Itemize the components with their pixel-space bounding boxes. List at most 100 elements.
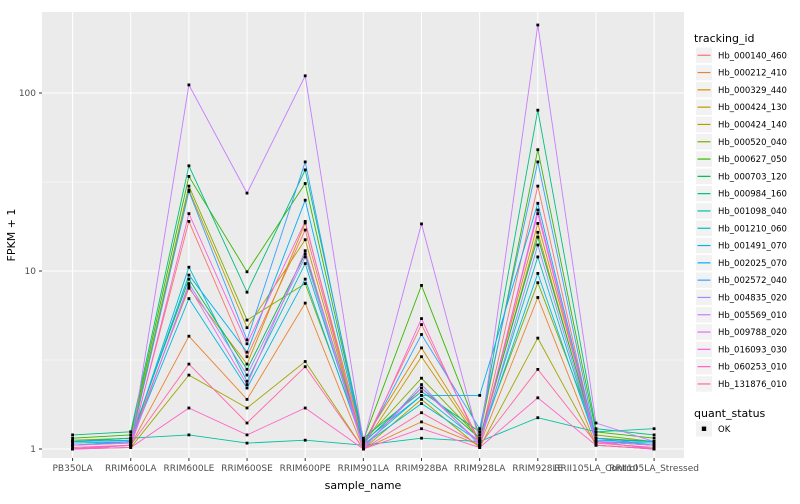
legend-item-label: Hb_000520_040 <box>718 138 787 148</box>
legend-item: Hb_002025_070 <box>696 255 787 271</box>
data-point <box>594 440 598 443</box>
y-tick-label: 1 <box>30 445 36 455</box>
legend-item: Hb_131876_010 <box>696 376 787 392</box>
data-point <box>652 447 656 451</box>
data-point <box>129 436 133 440</box>
data-point <box>245 398 249 401</box>
data-point <box>129 433 133 437</box>
data-point <box>478 440 482 443</box>
data-point <box>245 270 249 274</box>
data-point <box>652 427 656 431</box>
legend-item: Hb_001210_060 <box>696 220 787 236</box>
data-point <box>478 446 482 449</box>
data-point-markers <box>71 23 656 451</box>
data-point <box>362 436 365 440</box>
data-point <box>245 406 249 410</box>
data-point <box>420 317 423 320</box>
legend-item-label: Hb_001098_040 <box>718 207 787 217</box>
data-point <box>187 190 191 193</box>
ok-square-marker-icon <box>701 426 707 431</box>
data-point <box>478 433 482 437</box>
data-point <box>303 252 307 256</box>
data-point <box>362 447 365 451</box>
data-point <box>478 427 482 431</box>
x-tick-label: RRIM928BA <box>395 464 448 474</box>
data-point <box>129 446 133 449</box>
data-point <box>478 443 482 447</box>
data-point <box>536 184 540 188</box>
data-point <box>245 421 249 425</box>
data-point <box>478 441 482 445</box>
data-point <box>420 394 423 397</box>
data-point <box>536 243 540 247</box>
legend-tracking-items: Hb_000140_460 Hb_000212_410 Hb_000329_440 H… <box>696 47 787 392</box>
data-point <box>420 398 423 401</box>
legend-item-label: Hb_000703_120 <box>718 172 787 182</box>
legend-item: Hb_001491_070 <box>696 237 787 254</box>
data-point <box>303 277 307 281</box>
legend-quant-label: OK <box>718 425 731 435</box>
data-point <box>129 441 133 445</box>
x-tick-label: RRII105LA_Stressed <box>609 464 699 474</box>
data-point <box>594 433 598 437</box>
x-tick-label: RRIM600SE <box>221 464 273 474</box>
data-point <box>71 436 74 440</box>
data-point <box>536 148 540 152</box>
legend-item-label: Hb_002025_070 <box>718 259 787 269</box>
x-tick-label: RRIM928LA <box>454 464 506 474</box>
data-point <box>420 355 423 359</box>
data-point <box>478 430 482 434</box>
legend-item: Hb_000140_460 <box>696 47 787 63</box>
data-point <box>303 160 307 164</box>
data-point <box>420 383 423 386</box>
x-tick-label: RRIM600LA <box>105 464 157 474</box>
data-point <box>303 282 307 285</box>
legend-item-label: Hb_000424_140 <box>718 120 787 130</box>
x-tick-label: RRII105LA_Control <box>554 464 637 474</box>
data-point <box>420 333 423 336</box>
data-point <box>187 433 191 437</box>
data-point <box>303 182 307 185</box>
data-point <box>594 421 598 425</box>
data-point <box>303 365 307 369</box>
data-point <box>652 446 656 449</box>
data-point <box>71 443 74 447</box>
y-axis: 1 10 100 <box>19 89 42 455</box>
x-tick-label: RRIM600LE <box>163 464 214 474</box>
data-point <box>420 323 423 326</box>
data-point <box>478 438 482 442</box>
data-point <box>245 362 249 366</box>
legend-tracking-title: tracking_id <box>694 32 755 45</box>
data-point <box>187 286 191 290</box>
legend-item: Hb_005569_010 <box>696 307 787 323</box>
data-point <box>536 212 540 215</box>
data-point <box>303 228 307 232</box>
x-axis-title: sample_name <box>325 479 402 492</box>
data-point <box>187 83 191 87</box>
data-point <box>536 396 540 400</box>
data-point <box>536 255 540 259</box>
legend-item-label: Hb_000627_050 <box>718 155 787 165</box>
legend-item-label: Hb_131876_010 <box>718 380 787 390</box>
legend-item-label: Hb_005569_010 <box>718 311 787 321</box>
data-point <box>71 433 74 437</box>
data-point <box>362 441 365 445</box>
data-point <box>129 440 133 443</box>
data-point <box>536 160 540 164</box>
legend-item-label: Hb_000329_440 <box>718 86 787 96</box>
legend-item-label: Hb_016093_030 <box>718 345 787 355</box>
data-point <box>303 220 307 223</box>
data-point <box>536 230 540 234</box>
legend-item-label: Hb_004835_020 <box>718 293 787 303</box>
data-point <box>187 284 191 288</box>
data-point <box>303 406 307 410</box>
legend: tracking_id Hb_000140_460Hb_000212_410Hb… <box>694 32 787 437</box>
legend-item-label: Hb_002572_040 <box>718 276 787 286</box>
legend-item-label: Hb_000424_130 <box>718 103 787 113</box>
data-point <box>536 416 540 420</box>
data-point <box>187 406 191 410</box>
data-point <box>245 368 249 371</box>
data-point <box>245 386 249 390</box>
data-point <box>303 255 307 259</box>
legend-item-label: Hb_060253_010 <box>718 363 787 373</box>
